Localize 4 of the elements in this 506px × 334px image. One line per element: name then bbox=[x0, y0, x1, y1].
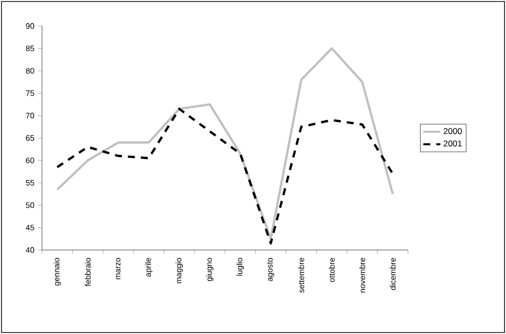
legend-label: 2000 bbox=[444, 128, 462, 134]
line-series bbox=[56, 47, 394, 240]
legend-label: 2001 bbox=[444, 140, 462, 146]
line-series bbox=[56, 108, 394, 244]
